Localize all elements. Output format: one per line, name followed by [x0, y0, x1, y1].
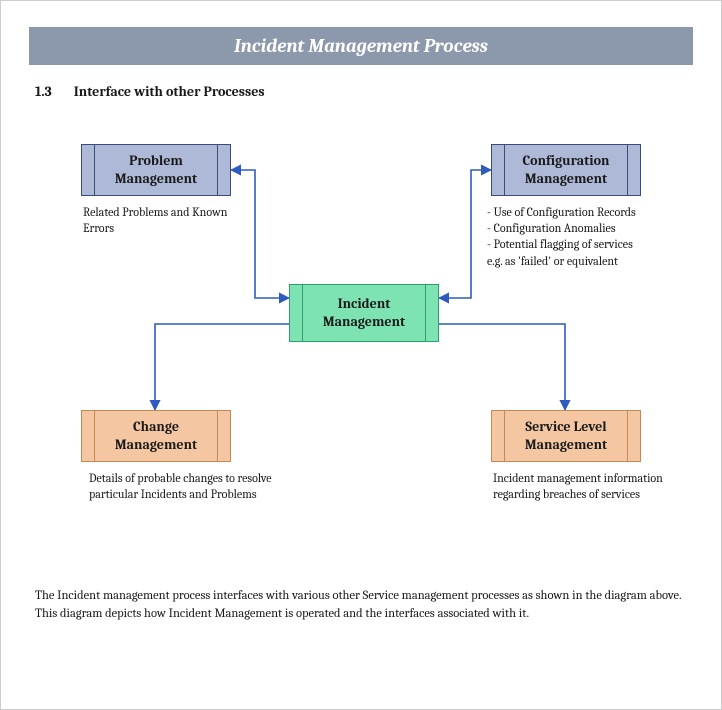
section-heading: 1.3 Interface with other Processes [29, 83, 693, 100]
node-label: Service LevelManagement [525, 418, 607, 454]
node-label: IncidentManagement [323, 295, 405, 331]
caption-text: Details of probable changes to resolve p… [89, 471, 272, 501]
node-label: ChangeManagement [115, 418, 197, 454]
caption-text: Incident management information regardin… [493, 471, 663, 501]
node-change-management: ChangeManagement [81, 410, 231, 462]
node-label: ConfigurationManagement [523, 152, 610, 188]
caption-config: Use of Configuration Records Configurati… [473, 204, 683, 269]
caption-service: Incident management information regardin… [493, 470, 663, 502]
page-banner: Incident Management Process [29, 27, 693, 65]
edge-center-change [155, 324, 289, 410]
caption-trailing: e.g. as 'failed' or equivalent [473, 253, 683, 269]
caption-item: Use of Configuration Records [487, 204, 683, 220]
body-paragraph: The Incident management process interfac… [35, 588, 687, 623]
caption-text: Related Problems and Known Errors [83, 205, 227, 235]
node-problem-management: ProblemManagement [81, 144, 231, 196]
caption-list: Use of Configuration Records Configurati… [473, 204, 683, 253]
caption-item: Configuration Anomalies [487, 220, 683, 236]
section-number: 1.3 [35, 83, 52, 100]
caption-problem: Related Problems and Known Errors [83, 204, 253, 236]
node-label: ProblemManagement [115, 152, 197, 188]
banner-title: Incident Management Process [234, 35, 488, 57]
interface-diagram: IncidentManagement ProblemManagement Con… [41, 124, 681, 554]
caption-change: Details of probable changes to resolve p… [89, 470, 279, 502]
caption-item: Potential flagging of services [487, 236, 683, 252]
document-page: Incident Management Process 1.3 Interfac… [0, 0, 722, 710]
paragraph-text: The Incident management process interfac… [35, 589, 681, 621]
node-service-level-management: Service LevelManagement [491, 410, 641, 462]
section-title: Interface with other Processes [74, 83, 265, 100]
node-incident-management: IncidentManagement [289, 284, 439, 342]
edge-center-service [439, 324, 565, 410]
node-configuration-management: ConfigurationManagement [491, 144, 641, 196]
